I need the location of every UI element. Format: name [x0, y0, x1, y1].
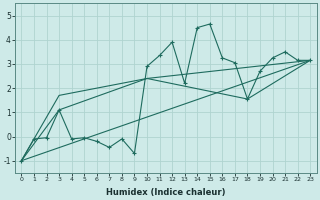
X-axis label: Humidex (Indice chaleur): Humidex (Indice chaleur) — [106, 188, 226, 197]
